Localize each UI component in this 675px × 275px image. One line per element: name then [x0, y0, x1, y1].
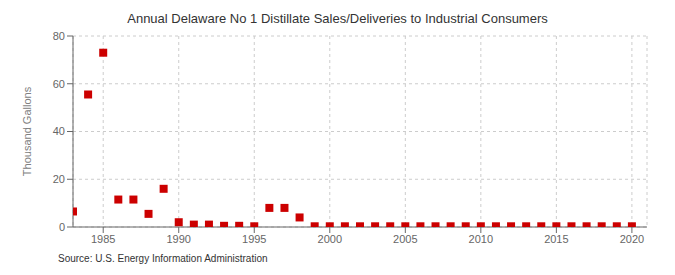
html-text:Annual Delaware No 1 Distillat: Annual Delaware No 1 Distillate Sales/De… [127, 11, 548, 26]
svg-text:80: 80 [53, 30, 65, 42]
svg-text:1990: 1990 [166, 233, 190, 245]
html-text:Source: U.S. Energy Informatio: Source: U.S. Energy Information Administ… [58, 253, 268, 264]
svg-text:60: 60 [53, 78, 65, 90]
svg-text:2020: 2020 [620, 233, 644, 245]
svg-text:2015: 2015 [544, 233, 568, 245]
svg-text:0: 0 [59, 221, 65, 233]
svg-text:Thousand Gallons: Thousand Gallons [21, 86, 33, 176]
svg-text:40: 40 [53, 125, 65, 137]
svg-text:2005: 2005 [393, 233, 417, 245]
svg-text:20: 20 [53, 173, 65, 185]
svg-text:1985: 1985 [91, 233, 115, 245]
svg-text:1995: 1995 [242, 233, 266, 245]
svg-text:2010: 2010 [469, 233, 493, 245]
svg-text:2000: 2000 [318, 233, 342, 245]
